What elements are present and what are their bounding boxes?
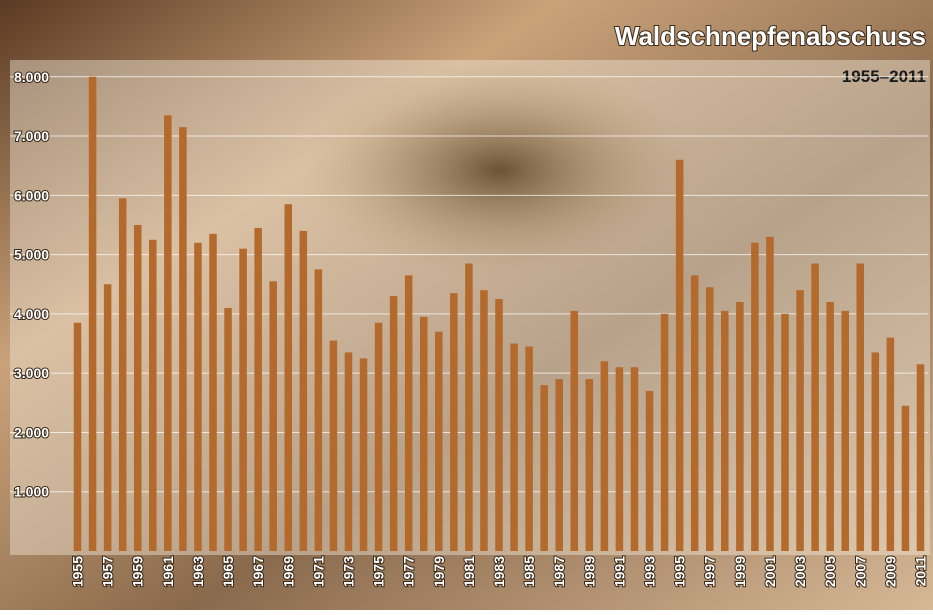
bar — [796, 290, 804, 551]
bar — [721, 311, 729, 551]
bar — [841, 311, 849, 551]
bar — [300, 231, 308, 551]
x-tick-label: 1989 — [581, 556, 597, 587]
y-tick-label: 8.000 — [14, 69, 49, 85]
bar — [179, 127, 187, 551]
bar — [646, 391, 654, 551]
bar — [194, 243, 202, 551]
x-tick-label: 1959 — [130, 556, 146, 587]
x-tick-label: 1993 — [642, 556, 658, 587]
x-tick-label: 1981 — [461, 556, 477, 587]
bar — [239, 249, 247, 551]
bar — [164, 115, 172, 551]
x-tick-label: 2011 — [912, 556, 928, 587]
bar — [751, 243, 759, 551]
x-tick-label: 1963 — [190, 556, 206, 587]
bar — [254, 228, 262, 551]
bar — [224, 308, 232, 551]
x-tick-label: 1955 — [70, 556, 86, 587]
bar — [89, 77, 97, 551]
bar — [616, 367, 624, 551]
bar — [285, 204, 293, 551]
x-tick-label: 2005 — [822, 556, 838, 587]
x-tick-label: 1979 — [431, 556, 447, 587]
bar — [375, 323, 383, 551]
bar — [495, 299, 503, 551]
x-tick-label: 2001 — [762, 556, 778, 587]
bar — [661, 314, 669, 551]
bar — [315, 269, 323, 551]
bar — [390, 296, 398, 551]
bar — [104, 284, 112, 551]
x-tick-label: 1967 — [250, 556, 266, 587]
bar — [209, 234, 217, 551]
x-tick-label: 1957 — [100, 556, 116, 587]
bar — [781, 314, 789, 551]
x-tick-label: 1965 — [220, 556, 236, 587]
y-tick-label: 7.000 — [14, 128, 49, 144]
x-tick-label: 2009 — [882, 556, 898, 587]
bar — [119, 198, 127, 551]
bar — [766, 237, 774, 551]
bar — [405, 275, 413, 551]
bar — [811, 264, 819, 551]
bar — [555, 379, 563, 551]
y-tick-label: 2.000 — [14, 424, 49, 440]
bar — [510, 344, 518, 551]
bar — [134, 225, 142, 551]
y-tick-label: 4.000 — [14, 306, 49, 322]
y-tick-label: 5.000 — [14, 247, 49, 263]
page: Waldschnepfenabschuss 1955–2011 1.0002.0… — [0, 0, 933, 610]
bar — [74, 323, 82, 551]
bar — [420, 317, 428, 551]
bar — [571, 311, 579, 551]
x-tick-label: 2003 — [792, 556, 808, 587]
bar — [601, 361, 609, 551]
chart: Waldschnepfenabschuss 1955–2011 1.0002.0… — [0, 0, 933, 610]
x-tick-label: 1971 — [310, 556, 326, 587]
y-tick-label: 1.000 — [14, 484, 49, 500]
x-tick-label: 2007 — [852, 556, 868, 587]
x-tick-label: 1987 — [551, 556, 567, 587]
x-tick-label: 1969 — [280, 556, 296, 587]
x-tick-label: 1973 — [340, 556, 356, 587]
bar — [450, 293, 458, 551]
bar — [330, 341, 338, 551]
bar — [345, 352, 353, 551]
bar — [149, 240, 157, 551]
x-tick-label: 1977 — [401, 556, 417, 587]
x-tick-label: 1995 — [672, 556, 688, 587]
bar — [887, 338, 895, 551]
bar — [902, 406, 910, 551]
x-tick-label: 1975 — [371, 556, 387, 587]
bird-photo — [300, 60, 700, 280]
x-tick-label: 1997 — [702, 556, 718, 587]
bar — [826, 302, 834, 551]
x-tick-label: 1983 — [491, 556, 507, 587]
bar — [269, 281, 277, 551]
bar — [706, 287, 714, 551]
bar — [540, 385, 548, 551]
bar — [676, 160, 684, 551]
bar — [736, 302, 744, 551]
bar — [435, 332, 443, 551]
bar — [917, 364, 925, 551]
bar — [360, 358, 368, 551]
bar — [872, 352, 880, 551]
x-tick-label: 1985 — [521, 556, 537, 587]
bar — [480, 290, 488, 551]
y-tick-label: 3.000 — [14, 365, 49, 381]
x-tick-label: 1991 — [611, 556, 627, 587]
bar — [586, 379, 594, 551]
x-tick-label: 1999 — [732, 556, 748, 587]
bar — [691, 275, 699, 551]
bar — [631, 367, 639, 551]
bar — [465, 264, 473, 551]
chart-title: Waldschnepfenabschuss — [615, 21, 926, 51]
y-tick-label: 6.000 — [14, 187, 49, 203]
bar — [857, 264, 865, 551]
bar — [525, 346, 533, 551]
x-tick-label: 1961 — [160, 556, 176, 587]
